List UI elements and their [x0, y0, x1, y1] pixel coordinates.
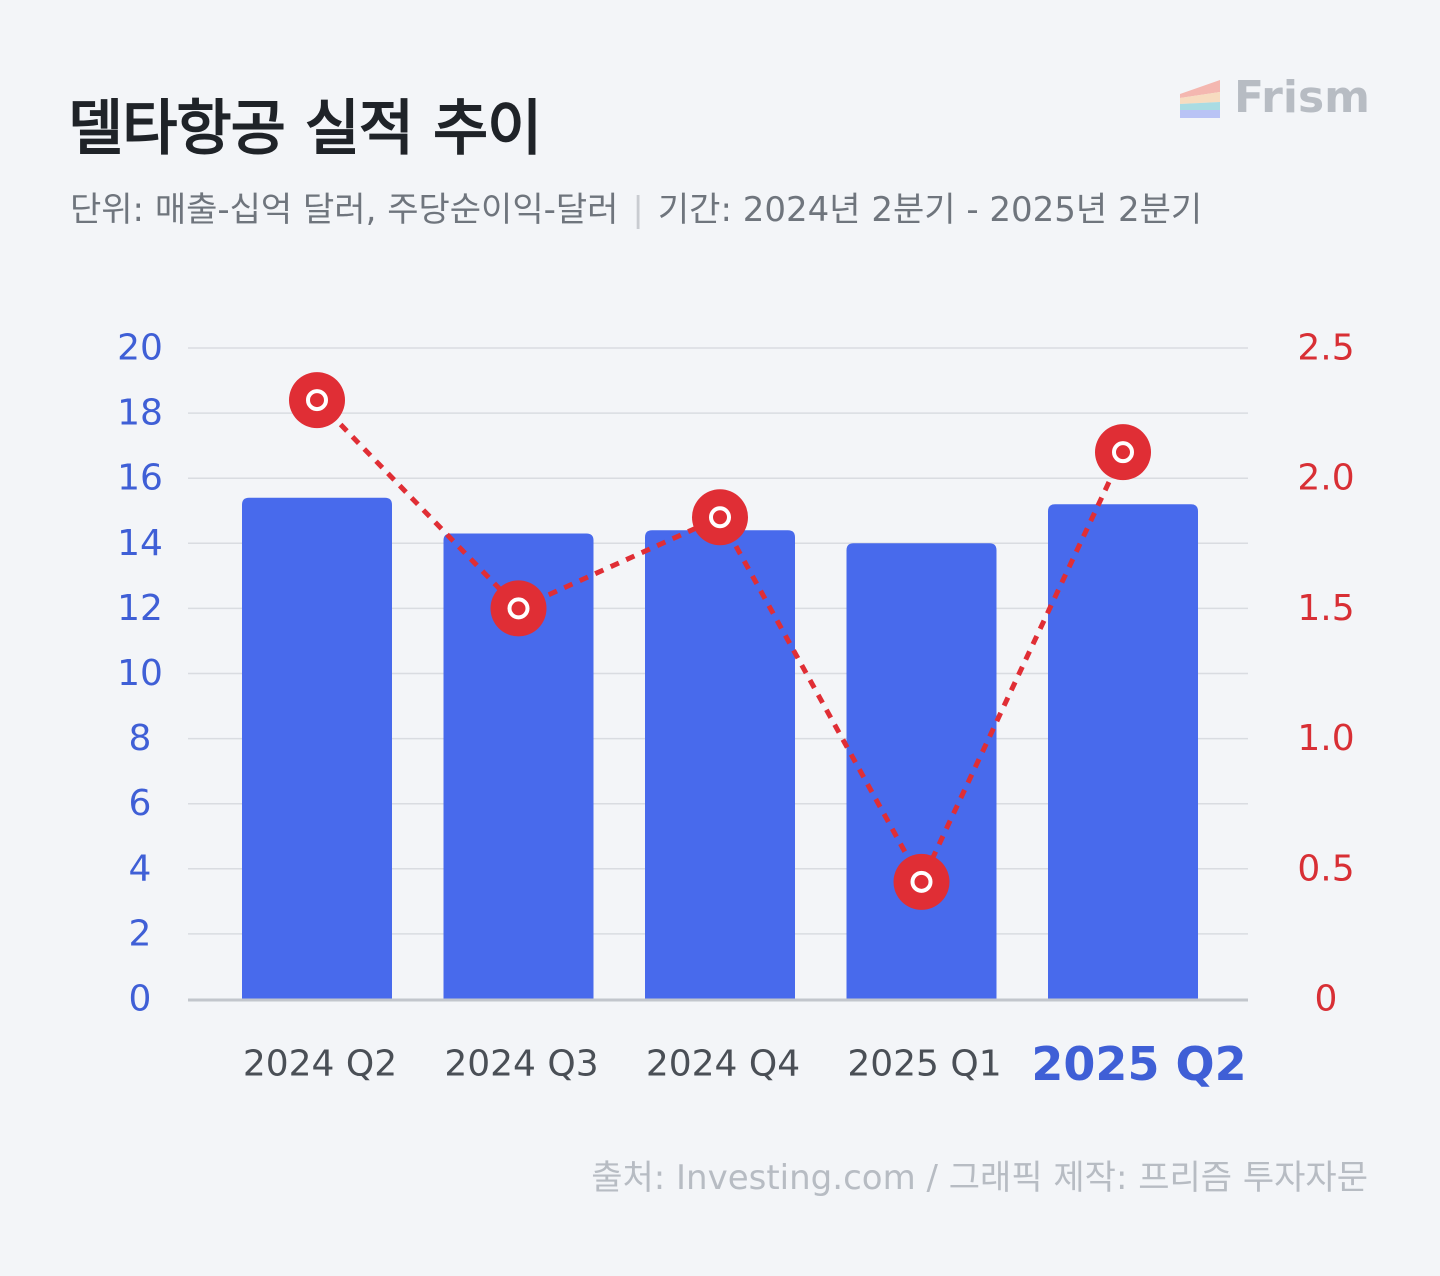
brand-name: Frism — [1233, 72, 1370, 123]
eps-point — [893, 853, 950, 910]
unit-text: 단위: 매출-십억 달러, 주당순이익-달러 — [70, 190, 619, 230]
left-axis-tick: 6 — [129, 783, 152, 824]
frism-logo-icon — [1179, 79, 1220, 118]
chart-subtitle: 단위: 매출-십억 달러, 주당순이익-달러 | 기간: 2024년 2분기 - 2… — [70, 182, 1202, 231]
revenue-bar — [242, 497, 392, 999]
left-axis-tick: 12 — [117, 588, 163, 629]
left-axis-tick: 20 — [117, 328, 163, 369]
page-title: 델타항공 실적 추이 — [68, 94, 542, 164]
source-footer: 출처: Investing.com / 그래픽 제작: 프리즘 투자자문 — [591, 1158, 1368, 1198]
eps-point-ring — [507, 597, 530, 620]
right-axis-tick: 2.5 — [1297, 328, 1354, 369]
eps-point-ring — [1112, 441, 1134, 464]
subtitle-separator: | — [632, 190, 644, 230]
revenue-bar — [1048, 504, 1198, 999]
right-axis-tick: 1.0 — [1297, 718, 1354, 759]
right-axis-tick: 0.5 — [1297, 848, 1354, 889]
left-axis-tick: 8 — [129, 718, 152, 759]
right-axis-tick: 0 — [1315, 979, 1338, 1020]
revenue-bar — [645, 530, 795, 999]
eps-point — [1095, 424, 1151, 481]
eps-point-ring — [709, 506, 731, 529]
right-axis-tick: 1.5 — [1297, 588, 1354, 629]
eps-point-ring — [306, 389, 328, 412]
period-text: 기간: 2024년 2분기 - 2025년 2분기 — [657, 190, 1203, 230]
category-label: 2025 Q2 — [1031, 1037, 1246, 1091]
left-axis-tick: 16 — [117, 458, 163, 499]
category-label: 2024 Q4 — [646, 1044, 800, 1085]
category-label: 2024 Q2 — [243, 1044, 397, 1085]
eps-point-ring — [910, 870, 933, 893]
left-axis-tick: 4 — [129, 848, 152, 889]
left-axis-tick: 14 — [117, 523, 163, 564]
eps-point — [490, 580, 547, 637]
left-axis-tick: 10 — [117, 653, 163, 694]
revenue-bar — [443, 533, 594, 999]
right-axis-tick: 2.0 — [1297, 458, 1354, 499]
category-label: 2025 Q1 — [847, 1044, 1001, 1085]
revenue-bar — [846, 543, 997, 999]
left-axis-tick: 2 — [129, 913, 152, 954]
eps-point — [692, 489, 748, 546]
category-label: 2024 Q3 — [444, 1044, 598, 1085]
left-axis-tick: 18 — [117, 393, 163, 434]
eps-point — [289, 372, 345, 429]
brand: Frism — [1179, 72, 1370, 123]
left-axis-tick: 0 — [129, 979, 152, 1020]
